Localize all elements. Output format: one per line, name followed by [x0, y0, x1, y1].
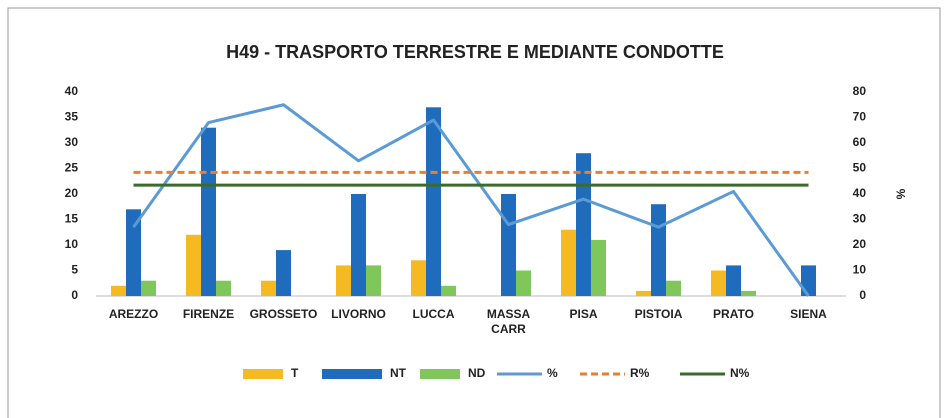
y2-axis-label: %: [894, 188, 908, 199]
x-tick-label: PISA: [569, 307, 598, 321]
legend-label: ND: [468, 366, 486, 380]
x-tick-label: PISTOIA: [634, 307, 683, 321]
y2-tick-label: 50: [853, 161, 867, 175]
y-tick-label: 25: [65, 161, 79, 175]
y2-tick-label: 70: [853, 110, 867, 124]
legend-swatch: [420, 369, 460, 379]
x-tick-label: SIENA: [790, 307, 827, 321]
bar: [441, 285, 456, 296]
y-tick-label: 40: [65, 84, 79, 98]
bar: [411, 260, 426, 296]
bar: [711, 270, 726, 296]
legend-label: %: [547, 366, 558, 380]
bar: [501, 194, 516, 296]
bar: [516, 270, 531, 296]
bar: [666, 280, 681, 296]
bar: [726, 265, 741, 296]
y2-tick-label: 0: [859, 288, 866, 302]
bar: [111, 285, 126, 296]
legend-label: NT: [390, 366, 407, 380]
y2-tick-label: 30: [853, 212, 867, 226]
y-tick-label: 20: [65, 186, 79, 200]
x-tick-label: PRATO: [713, 307, 754, 321]
bar: [426, 107, 441, 296]
x-tick-label: FIRENZE: [182, 307, 235, 321]
bar: [651, 204, 666, 296]
y2-tick-label: 20: [853, 237, 867, 251]
y2-tick-label: 40: [853, 186, 867, 200]
bar: [201, 127, 216, 296]
bar: [261, 280, 276, 296]
y2-tick-label: 10: [853, 263, 867, 277]
chart-title: H49 - TRASPORTO TERRESTRE E MEDIANTE CON…: [226, 42, 724, 62]
y-tick-label: 15: [65, 212, 79, 226]
y-tick-label: 10: [65, 237, 79, 251]
bar: [276, 250, 291, 296]
legend-swatch: [322, 369, 382, 379]
y2-tick-label: 60: [853, 135, 867, 149]
bar: [366, 265, 381, 296]
y-tick-label: 0: [71, 288, 78, 302]
line-series: [132, 103, 810, 297]
bar: [741, 290, 756, 296]
bar: [126, 209, 141, 296]
y2-tick-label: 80: [853, 84, 867, 98]
bar: [636, 290, 651, 296]
legend-swatch: [243, 369, 283, 379]
bar: [591, 239, 606, 296]
bar: [351, 194, 366, 296]
bar: [561, 229, 576, 296]
x-tick-label: GROSSETO: [249, 307, 318, 321]
x-tick-label: LUCCA: [412, 307, 455, 321]
bar: [141, 280, 156, 296]
bar: [576, 153, 591, 296]
x-tick-label: MASSA CARR: [486, 307, 531, 336]
bar: [801, 265, 816, 296]
y-tick-label: 30: [65, 135, 79, 149]
y-tick-label: 5: [71, 263, 78, 277]
legend-label: N%: [730, 366, 750, 380]
y-tick-label: 35: [65, 110, 79, 124]
chart-frame: [7, 7, 941, 418]
bar: [336, 265, 351, 296]
bar: [216, 280, 231, 296]
bar: [186, 234, 201, 296]
legend-label: R%: [630, 366, 650, 380]
x-tick-label: AREZZO: [108, 307, 159, 321]
legend-label: T: [291, 366, 299, 380]
x-tick-label: LIVORNO: [331, 307, 386, 321]
